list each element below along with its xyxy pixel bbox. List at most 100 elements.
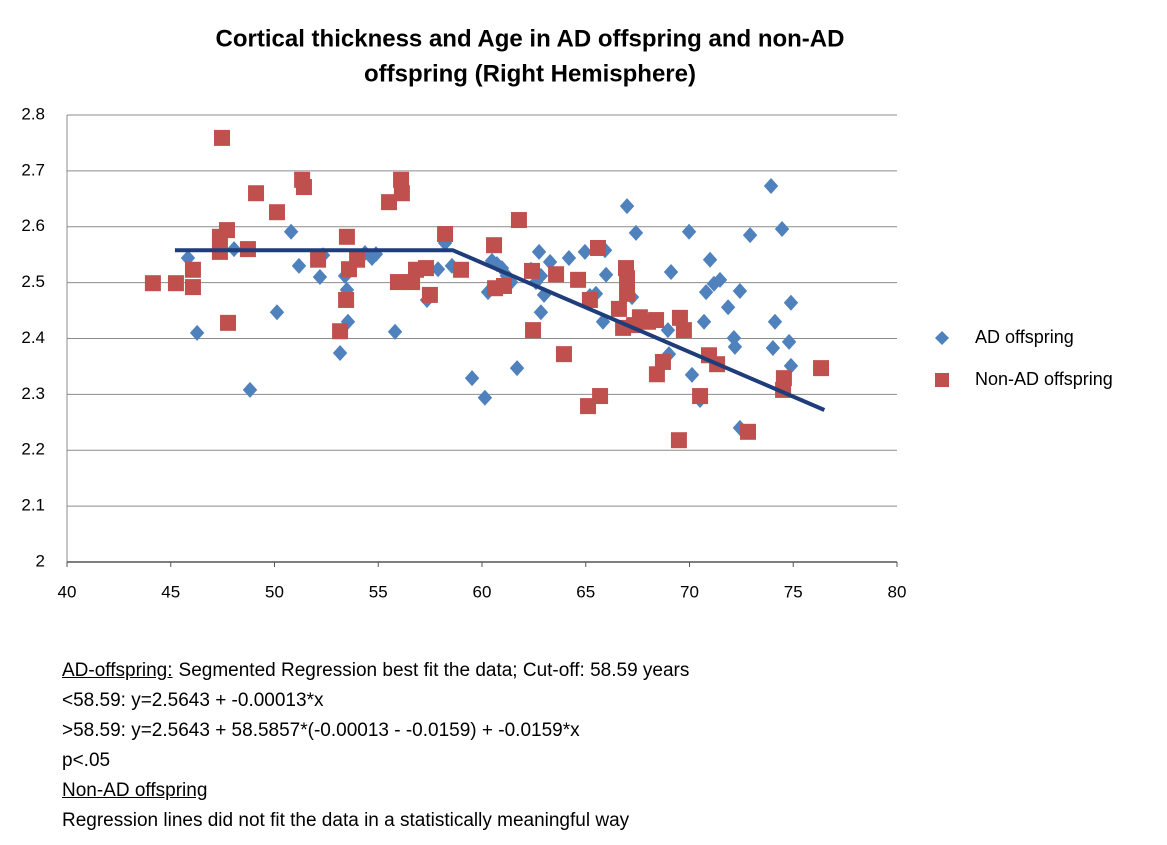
data-point (144, 275, 161, 292)
note-text: >58.59: y=2.5643 + 58.5857*(-0.00013 - -… (62, 720, 580, 741)
data-point (248, 185, 265, 202)
data-point (417, 260, 434, 277)
y-tick-label: 2.7 (21, 160, 45, 179)
data-point (592, 388, 609, 405)
data-point (453, 261, 470, 278)
data-point (312, 269, 328, 286)
x-tick-label: 40 (58, 582, 77, 601)
data-point (464, 370, 480, 387)
x-tick-label: 75 (784, 582, 803, 601)
note-heading: AD-offspring: (62, 660, 173, 681)
legend-marker (935, 373, 949, 387)
data-point (727, 338, 743, 355)
data-point (509, 360, 525, 377)
legend-marker (935, 331, 949, 345)
chart-title: offspring (Right Hemisphere) (364, 60, 696, 87)
data-point (581, 291, 598, 308)
x-tick-label: 50 (265, 582, 284, 601)
y-tick-label: 2.3 (21, 384, 45, 403)
y-tick-label: 2.6 (21, 216, 45, 235)
note-text: Regression lines did not fit the data in… (62, 810, 630, 831)
legend-label: Non-AD offspring (975, 369, 1113, 389)
y-tick-label: 2.5 (21, 272, 45, 291)
data-point (555, 346, 572, 363)
y-tick-label: 2 (36, 551, 45, 570)
data-point (648, 366, 665, 383)
data-point (486, 237, 503, 254)
data-point (610, 300, 627, 317)
data-point (437, 226, 454, 243)
x-tick-label: 65 (576, 582, 595, 601)
data-point (619, 198, 635, 215)
chart-title: Cortical thickness and Age in AD offspri… (216, 25, 845, 52)
note-line: Regression lines did not fit the data in… (62, 806, 689, 836)
note-line: p<.05 (62, 746, 689, 776)
data-point (214, 129, 231, 146)
data-point (218, 222, 235, 239)
data-point (189, 324, 205, 341)
data-point (389, 274, 406, 291)
data-point (295, 179, 312, 196)
data-point (338, 291, 355, 308)
data-point (167, 275, 184, 292)
data-point (524, 262, 541, 279)
data-point (349, 251, 366, 268)
data-point (670, 432, 687, 449)
note-text: <58.59: y=2.5643 + -0.00013*x (62, 690, 324, 711)
x-tick-label: 60 (473, 582, 492, 601)
data-point (696, 313, 712, 330)
data-point (765, 339, 781, 356)
data-point (332, 345, 348, 362)
fit-line (174, 248, 826, 412)
y-tick-label: 2.2 (21, 440, 45, 459)
legend-label: AD offspring (975, 327, 1074, 347)
data-point (499, 267, 515, 284)
data-point (528, 274, 544, 291)
data-point (421, 286, 438, 303)
note-text: p<.05 (62, 750, 111, 771)
data-point (548, 266, 565, 283)
data-point (387, 323, 403, 340)
data-point (619, 285, 636, 302)
data-point (268, 204, 285, 221)
data-point (184, 279, 201, 296)
note-heading: Non-AD offspring (62, 780, 208, 801)
data-point (533, 267, 549, 284)
data-point (783, 294, 799, 311)
data-point (533, 304, 549, 321)
data-point (742, 227, 758, 244)
data-point (310, 251, 327, 268)
data-point (531, 243, 547, 260)
x-tick-label: 45 (161, 582, 180, 601)
data-point (774, 220, 790, 237)
data-point (561, 250, 577, 267)
data-point (283, 223, 299, 240)
data-point (536, 286, 552, 303)
data-point (763, 177, 779, 194)
data-point (430, 261, 446, 278)
data-point (675, 322, 692, 339)
data-point (269, 304, 285, 321)
data-point (775, 370, 792, 387)
data-point (570, 271, 587, 288)
data-point (291, 257, 307, 274)
note-line: <58.59: y=2.5643 + -0.00013*x (62, 686, 689, 716)
data-point (495, 277, 512, 294)
data-point (542, 253, 558, 270)
data-point (242, 381, 258, 398)
data-point (598, 266, 614, 283)
data-point (332, 323, 349, 340)
data-point (740, 423, 757, 440)
note-line: AD-offspring: Segmented Regression best f… (62, 656, 689, 686)
data-point (589, 239, 606, 256)
data-point (180, 250, 196, 267)
data-point (648, 312, 665, 329)
data-point (720, 299, 736, 316)
data-point (663, 264, 679, 281)
data-point (783, 357, 799, 374)
y-tick-label: 2.1 (21, 496, 45, 515)
data-point (654, 353, 671, 370)
data-point (681, 223, 697, 240)
data-point (381, 194, 398, 211)
